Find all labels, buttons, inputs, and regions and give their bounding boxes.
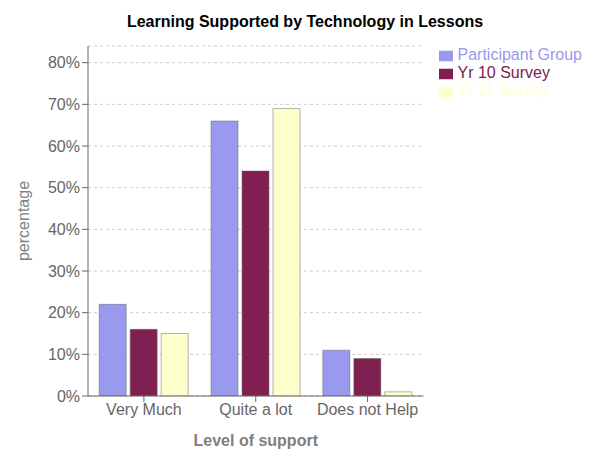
svg-text:Quite a lot: Quite a lot (219, 401, 292, 418)
html-text:Participant Group: Participant Group (457, 46, 582, 63)
svg-text:Does not Help: Does not Help (317, 401, 418, 418)
html-text:Yr 10 Survey: Yr 10 Survey (457, 64, 550, 81)
svg-text:Very Much: Very Much (106, 401, 182, 418)
svg-text:70%: 70% (48, 96, 80, 113)
svg-text:10%: 10% (48, 346, 80, 363)
svg-text:0%: 0% (57, 388, 80, 405)
html-text:Yr 11 Survey: Yr 11 Survey (457, 82, 549, 99)
svg-text:percentage: percentage (15, 181, 32, 261)
svg-text:60%: 60% (48, 138, 80, 155)
svg-text:30%: 30% (48, 263, 80, 280)
svg-text:50%: 50% (48, 179, 80, 196)
svg-text:40%: 40% (48, 221, 80, 238)
svg-text:80%: 80% (48, 54, 80, 71)
svg-text:Level of support: Level of support (194, 432, 319, 449)
html-text:Learning Supported by Technolo: Learning Supported by Technology in Less… (126, 13, 484, 30)
svg-text:20%: 20% (48, 304, 80, 321)
